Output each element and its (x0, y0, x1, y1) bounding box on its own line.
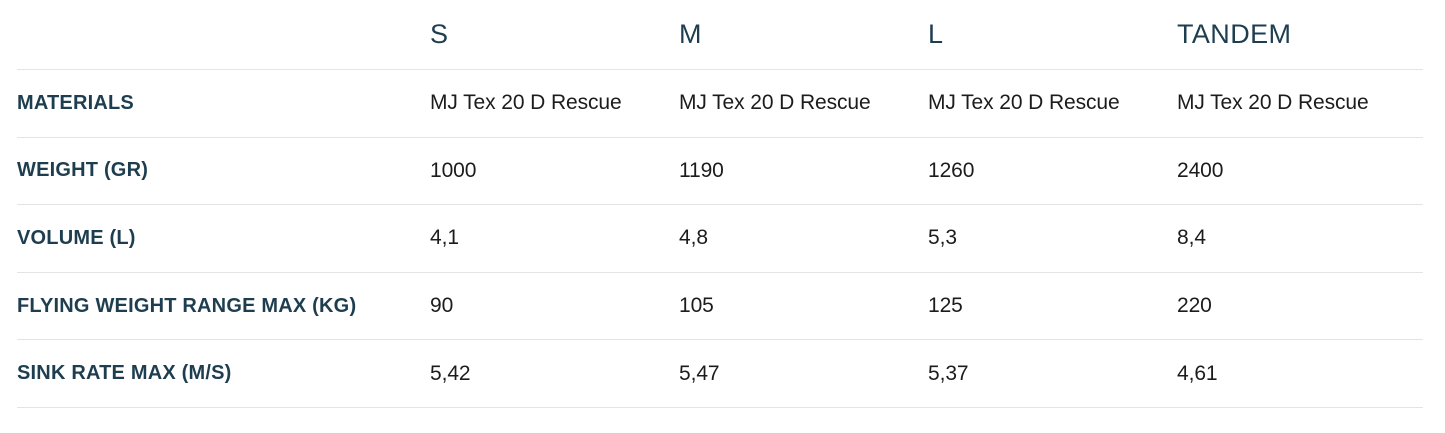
materials-value-m: MJ Tex 20 D Rescue (679, 91, 871, 115)
materials-value-tandem: MJ Tex 20 D Rescue (1177, 91, 1369, 115)
row-label-flying-weight-range-max: FLYING WEIGHT RANGE MAX (KG) (17, 294, 357, 317)
volume-value-tandem: 8,4 (1177, 226, 1206, 250)
volume-value-m: 4,8 (679, 226, 708, 250)
flying-weight-value-s: 90 (430, 294, 454, 318)
row-label-materials: MATERIALS (17, 91, 134, 114)
flying-weight-value-l: 125 (928, 294, 963, 318)
row-label-volume: VOLUME (L) (17, 226, 136, 249)
flying-weight-value-tandem: 220 (1177, 294, 1212, 318)
table-row-flying-weight-range-max: FLYING WEIGHT RANGE MAX (KG) 90 105 125 … (17, 273, 1423, 341)
flying-weight-value-m: 105 (679, 294, 714, 318)
volume-value-l: 5,3 (928, 226, 957, 250)
weight-value-m: 1190 (679, 158, 724, 182)
column-header-l: L (928, 19, 944, 49)
sink-rate-value-l: 5,37 (928, 361, 969, 385)
table-header-row: S M L TANDEM (17, 0, 1423, 70)
weight-value-l: 1260 (928, 158, 975, 182)
column-header-s: S (430, 19, 449, 49)
materials-value-l: MJ Tex 20 D Rescue (928, 91, 1120, 115)
weight-value-s: 1000 (430, 158, 477, 182)
row-label-weight: WEIGHT (GR) (17, 159, 149, 182)
table-row-weight: WEIGHT (GR) 1000 1190 1260 2400 (17, 138, 1423, 206)
weight-value-tandem: 2400 (1177, 158, 1224, 182)
sink-rate-value-tandem: 4,61 (1177, 361, 1218, 385)
table-row-materials: MATERIALS MJ Tex 20 D Rescue MJ Tex 20 D… (17, 70, 1423, 138)
sink-rate-value-s: 5,42 (430, 361, 471, 385)
row-label-sink-rate-max: SINK RATE MAX (M/S) (17, 362, 232, 385)
table-row-sink-rate-max: SINK RATE MAX (M/S) 5,42 5,47 5,37 4,61 (17, 340, 1423, 408)
sink-rate-value-m: 5,47 (679, 361, 720, 385)
table-row-volume: VOLUME (L) 4,1 4,8 5,3 8,4 (17, 205, 1423, 273)
column-header-tandem: TANDEM (1177, 19, 1292, 49)
volume-value-s: 4,1 (430, 226, 459, 250)
column-header-m: M (679, 19, 702, 49)
materials-value-s: MJ Tex 20 D Rescue (430, 91, 622, 115)
